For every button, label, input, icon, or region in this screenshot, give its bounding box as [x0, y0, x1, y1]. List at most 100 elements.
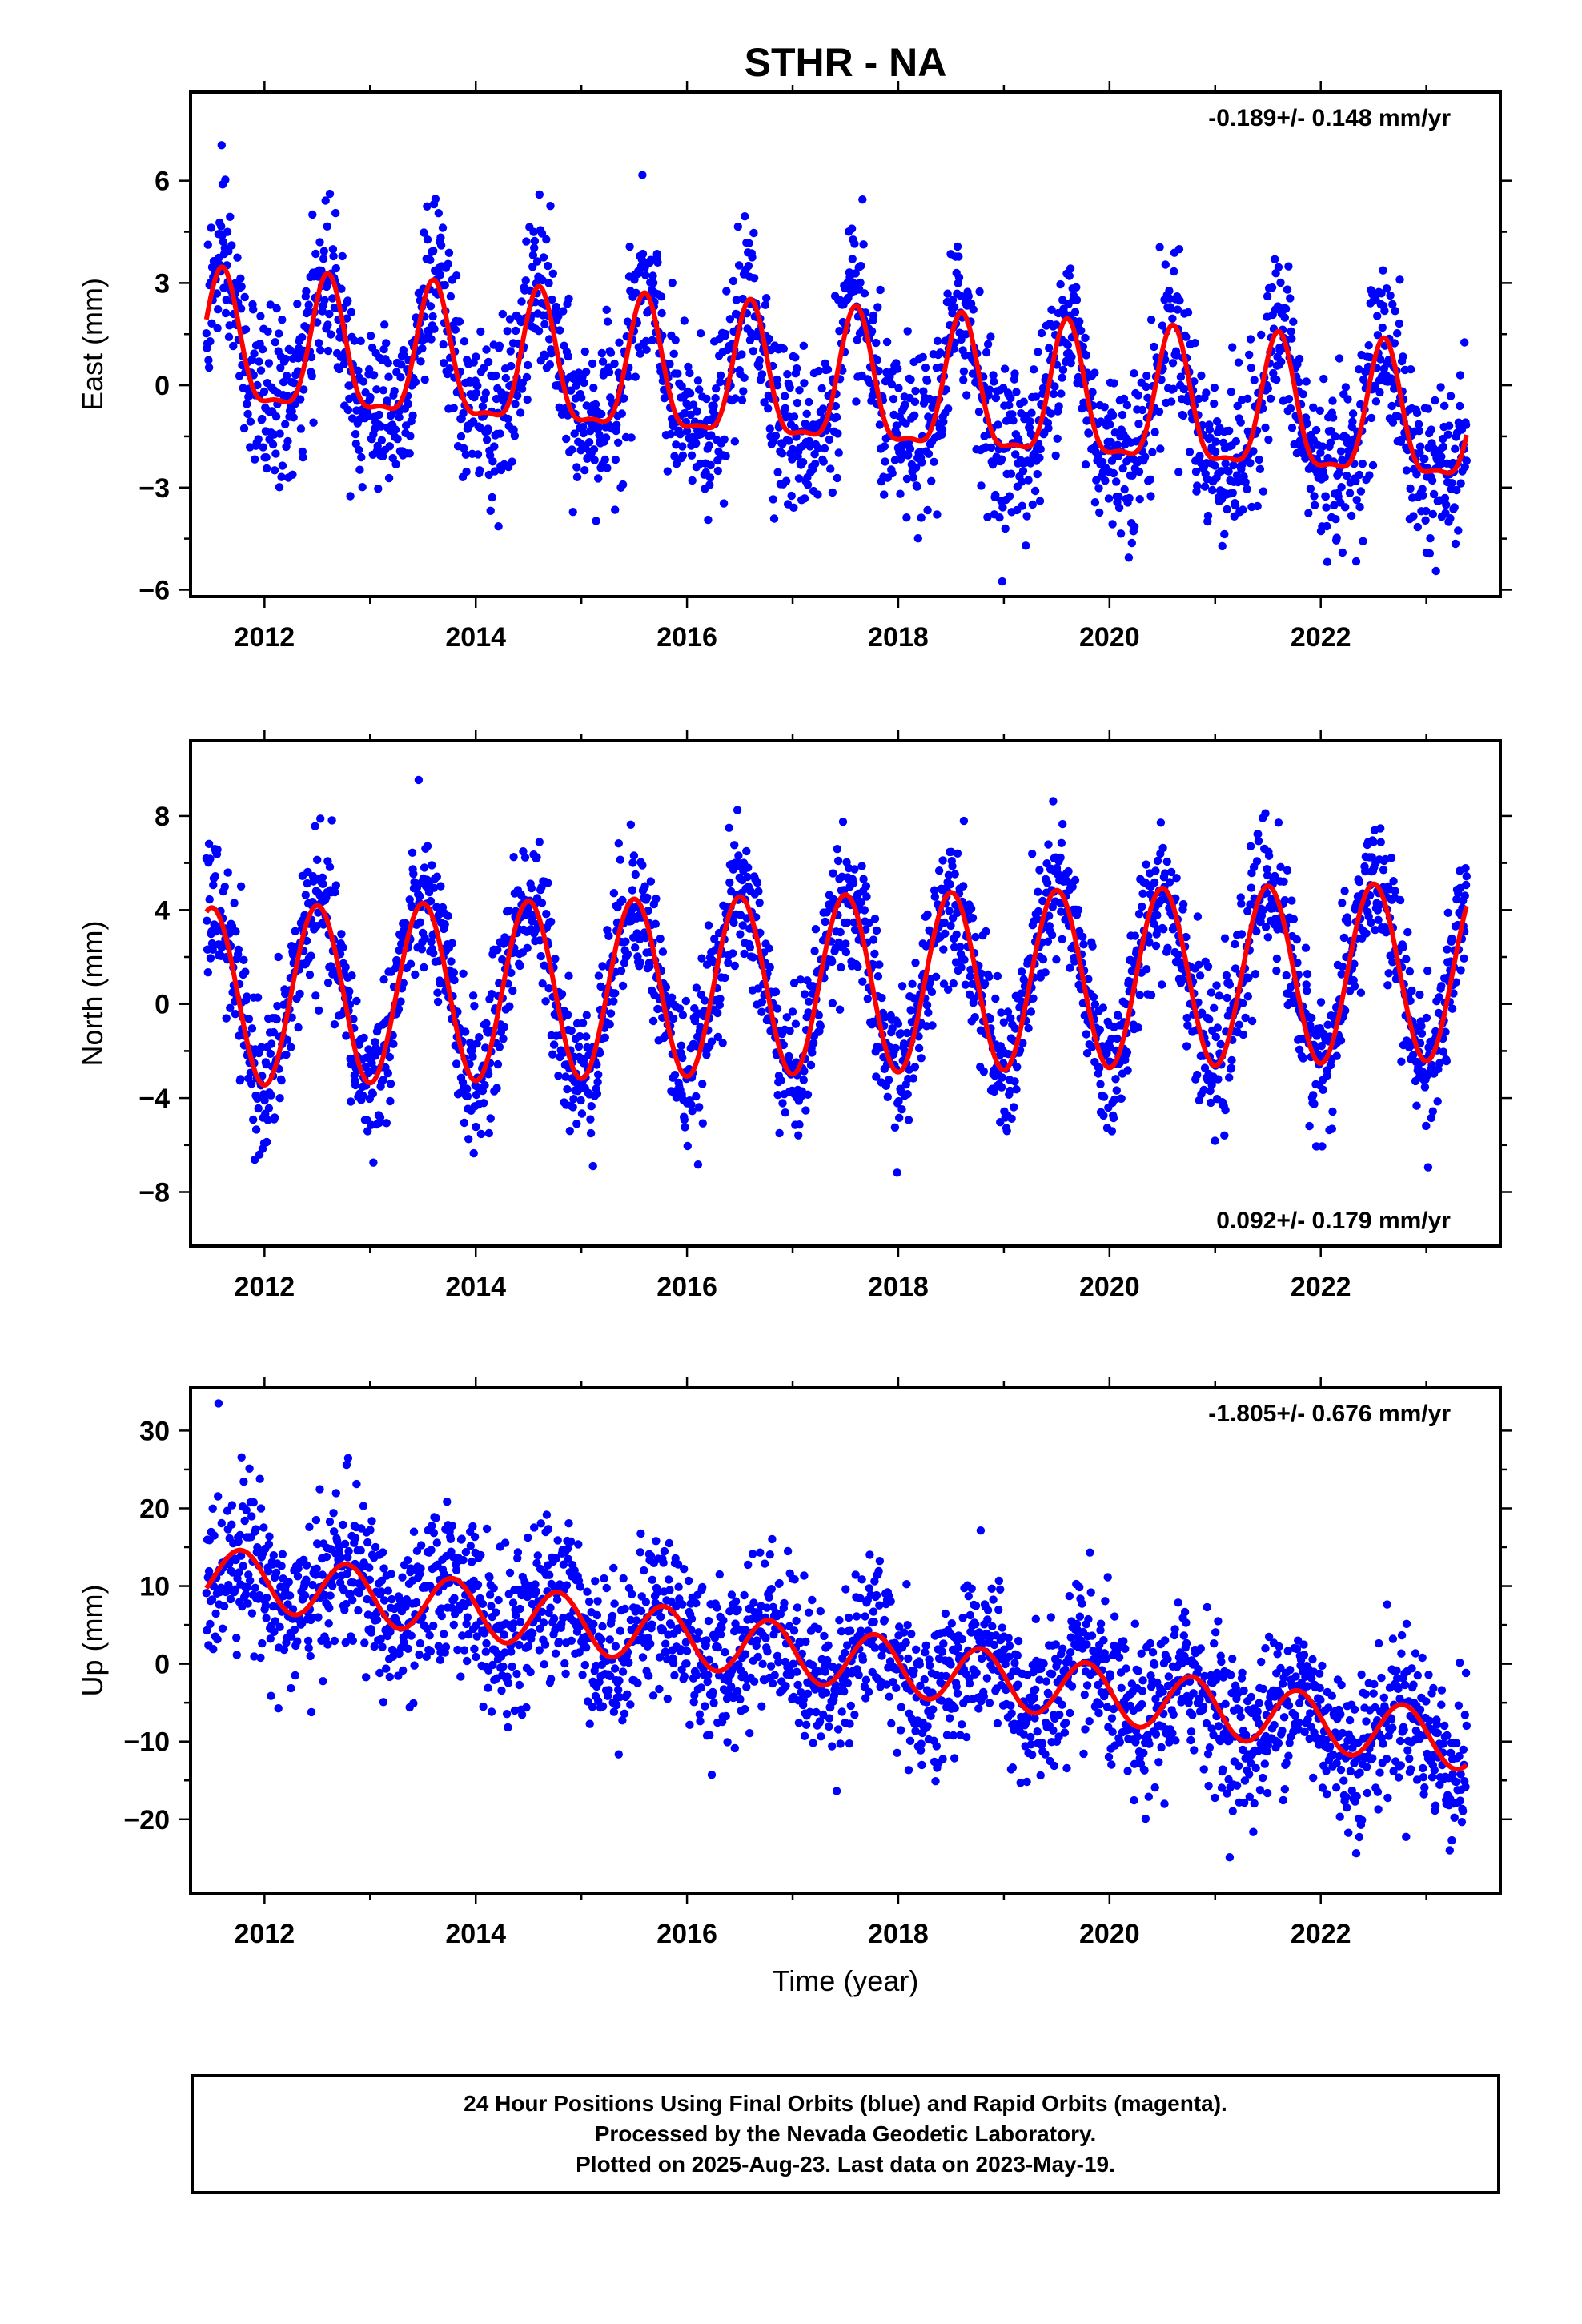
- data-point: [273, 1002, 282, 1011]
- data-point: [416, 357, 425, 366]
- data-point: [1043, 879, 1052, 887]
- data-point: [1081, 460, 1090, 469]
- data-point: [1415, 442, 1425, 451]
- data-point: [1145, 938, 1154, 947]
- data-point: [582, 1011, 591, 1019]
- data-point: [1169, 384, 1178, 393]
- data-point: [733, 806, 742, 814]
- data-point: [468, 417, 478, 426]
- data-point: [1231, 939, 1239, 949]
- data-point: [761, 300, 770, 309]
- data-point: [1461, 880, 1471, 890]
- data-point: [258, 1638, 267, 1648]
- data-point: [707, 431, 716, 440]
- data-point: [692, 983, 701, 992]
- data-point: [688, 1107, 697, 1116]
- data-point: [274, 1704, 283, 1713]
- data-point: [918, 352, 927, 362]
- data-point: [1415, 990, 1424, 999]
- data-point: [1019, 397, 1028, 406]
- data-point: [319, 247, 328, 255]
- data-point: [225, 321, 234, 330]
- data-point: [609, 889, 619, 898]
- data-point: [562, 434, 571, 444]
- data-point: [646, 877, 656, 886]
- data-point: [547, 349, 556, 358]
- data-point: [638, 861, 647, 870]
- data-point: [535, 190, 544, 199]
- data-point: [1284, 262, 1293, 271]
- data-point: [1348, 409, 1358, 418]
- data-point: [1009, 416, 1018, 425]
- data-point: [1082, 351, 1091, 360]
- data-point: [580, 378, 588, 388]
- data-point: [892, 421, 901, 430]
- data-point: [426, 896, 436, 906]
- data-point: [773, 1091, 782, 1100]
- data-point: [1114, 493, 1123, 501]
- data-point: [359, 1033, 368, 1043]
- data-point: [693, 1160, 703, 1169]
- data-point: [397, 360, 406, 369]
- data-point: [423, 202, 432, 211]
- data-point: [538, 979, 547, 988]
- data-point: [509, 853, 518, 862]
- data-point: [1355, 365, 1363, 374]
- data-point: [697, 990, 705, 999]
- data-point: [1320, 472, 1329, 482]
- y-tick-label: −8: [139, 1177, 170, 1208]
- data-point: [687, 1100, 696, 1109]
- data-point: [913, 482, 921, 491]
- data-point: [1045, 344, 1054, 352]
- data-point: [952, 930, 961, 939]
- data-point: [206, 337, 215, 346]
- data-point: [448, 939, 456, 947]
- data-point: [263, 1594, 271, 1602]
- data-point: [594, 474, 603, 483]
- data-point: [337, 930, 346, 939]
- data-point: [535, 838, 544, 846]
- data-point: [307, 372, 316, 380]
- data-point: [490, 442, 499, 451]
- data-point: [1454, 526, 1463, 535]
- data-point: [375, 1112, 385, 1122]
- data-point: [1203, 511, 1213, 521]
- data-point: [311, 249, 320, 259]
- data-point: [922, 376, 932, 385]
- data-point: [377, 422, 386, 431]
- data-point: [1146, 492, 1155, 501]
- data-point: [1028, 850, 1037, 858]
- data-point: [962, 330, 970, 339]
- data-point: [226, 1594, 235, 1604]
- data-point: [760, 398, 769, 407]
- data-point: [1272, 375, 1281, 384]
- data-point: [1251, 970, 1260, 979]
- data-point: [1293, 959, 1302, 967]
- data-point: [677, 1041, 686, 1050]
- data-point: [698, 1119, 707, 1128]
- data-point: [394, 1005, 404, 1014]
- data-point: [277, 1076, 286, 1085]
- data-point: [258, 345, 267, 354]
- data-point: [1052, 955, 1061, 964]
- data-point: [1350, 982, 1359, 991]
- data-point: [1428, 1107, 1438, 1116]
- data-point: [539, 253, 548, 262]
- data-point: [349, 1015, 358, 1023]
- data-point: [643, 893, 652, 903]
- data-point: [1231, 964, 1240, 973]
- data-point: [459, 408, 468, 418]
- data-point: [259, 1523, 268, 1532]
- data-point: [1006, 469, 1016, 478]
- data-point: [721, 452, 730, 460]
- data-point: [663, 467, 672, 476]
- data-point: [884, 1076, 893, 1084]
- data-point: [1221, 459, 1230, 468]
- data-point: [959, 816, 969, 826]
- data-point: [1261, 809, 1270, 818]
- data-point: [765, 424, 774, 433]
- data-point: [1306, 485, 1315, 493]
- data-point: [969, 305, 978, 314]
- data-point: [263, 1116, 272, 1124]
- data-point: [975, 287, 984, 296]
